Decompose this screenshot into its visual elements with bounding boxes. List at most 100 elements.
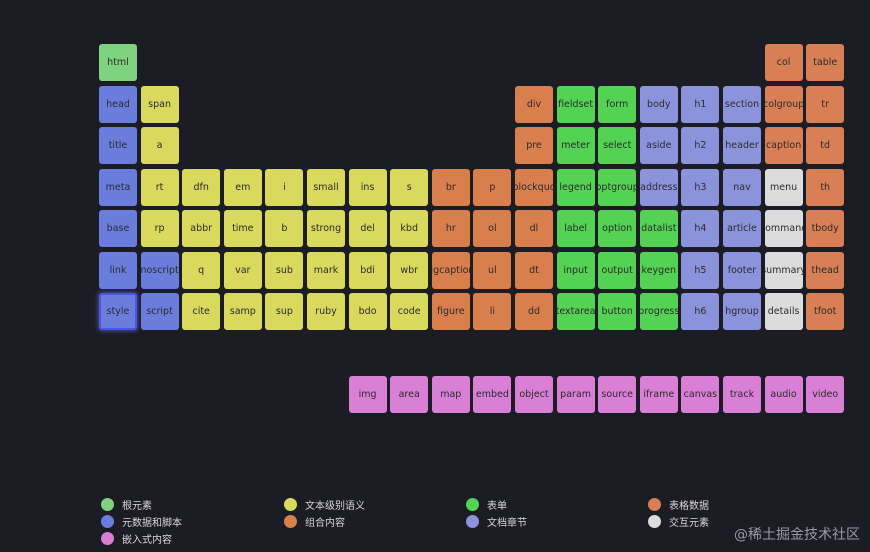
element-tile-ins[interactable]: ins <box>348 168 387 206</box>
element-tile-code[interactable]: code <box>390 293 429 330</box>
element-tile-input[interactable]: input <box>556 251 595 289</box>
element-tile-tbody[interactable]: tbody <box>806 210 845 247</box>
element-tile-tr[interactable]: tr <box>806 85 845 123</box>
element-tile-kbd[interactable]: kbd <box>390 210 429 247</box>
element-tile-img[interactable]: img <box>348 376 387 413</box>
element-tile-strong[interactable]: strong <box>307 210 345 247</box>
element-tile-select[interactable]: select <box>598 127 637 164</box>
element-tile-table[interactable]: table <box>806 44 845 81</box>
element-tile-sub[interactable]: sub <box>265 251 304 289</box>
element-tile-keygen[interactable]: keygen <box>639 251 678 289</box>
element-tile-rt[interactable]: rt <box>140 168 179 206</box>
element-tile-caption[interactable]: caption <box>764 127 803 164</box>
element-tile-track[interactable]: track <box>723 376 761 413</box>
element-tile-form[interactable]: form <box>598 85 637 123</box>
element-tile-blockquo[interactable]: blockquo <box>515 168 553 206</box>
element-tile-link[interactable]: link <box>99 251 137 289</box>
element-tile-textarea[interactable]: textarea <box>556 293 595 330</box>
element-tile-col[interactable]: col <box>764 44 803 81</box>
element-tile-br[interactable]: br <box>431 168 470 206</box>
element-tile-hgroup[interactable]: hgroup <box>723 293 761 330</box>
element-tile-var[interactable]: var <box>223 251 262 289</box>
element-tile-h1[interactable]: h1 <box>681 85 720 123</box>
element-tile-li[interactable]: li <box>473 293 512 330</box>
element-tile-output[interactable]: output <box>598 251 637 289</box>
element-tile-embed[interactable]: embed <box>473 376 512 413</box>
element-tile-meter[interactable]: meter <box>556 127 595 164</box>
element-tile-span[interactable]: span <box>140 85 179 123</box>
element-tile-abbr[interactable]: abbr <box>182 210 221 247</box>
element-tile-ol[interactable]: ol <box>473 210 512 247</box>
element-tile-dfn[interactable]: dfn <box>182 168 221 206</box>
element-tile-source[interactable]: source <box>598 376 637 413</box>
element-tile-q[interactable]: q <box>182 251 221 289</box>
element-tile-h5[interactable]: h5 <box>681 251 720 289</box>
element-tile-section[interactable]: section <box>723 85 761 123</box>
element-tile-object[interactable]: object <box>515 376 553 413</box>
element-tile-option[interactable]: option <box>598 210 637 247</box>
element-tile-ul[interactable]: ul <box>473 251 512 289</box>
element-tile-dd[interactable]: dd <box>515 293 553 330</box>
element-tile-h6[interactable]: h6 <box>681 293 720 330</box>
element-tile-mark[interactable]: mark <box>307 251 345 289</box>
element-tile-colgroup[interactable]: colgroup <box>764 85 803 123</box>
element-tile-param[interactable]: param <box>556 376 595 413</box>
element-tile-html[interactable]: html <box>99 44 137 81</box>
element-tile-map[interactable]: map <box>431 376 470 413</box>
element-tile-summary[interactable]: summary <box>764 251 803 289</box>
element-tile-rp[interactable]: rp <box>140 210 179 247</box>
element-tile-details[interactable]: details <box>764 293 803 330</box>
element-tile-style[interactable]: style <box>99 293 137 330</box>
element-tile-figure[interactable]: figure <box>431 293 470 330</box>
element-tile-meta[interactable]: meta <box>99 168 137 206</box>
element-tile-pre[interactable]: pre <box>515 127 553 164</box>
element-tile-tfoot[interactable]: tfoot <box>806 293 845 330</box>
element-tile-dl[interactable]: dl <box>515 210 553 247</box>
element-tile-audio[interactable]: audio <box>764 376 803 413</box>
element-tile-aside[interactable]: aside <box>639 127 678 164</box>
element-tile-progress[interactable]: progress <box>639 293 678 330</box>
element-tile-div[interactable]: div <box>515 85 553 123</box>
element-tile-ruby[interactable]: ruby <box>307 293 345 330</box>
element-tile-figcaption[interactable]: figcaption <box>431 251 470 289</box>
element-tile-base[interactable]: base <box>99 210 137 247</box>
element-tile-hr[interactable]: hr <box>431 210 470 247</box>
element-tile-th[interactable]: th <box>806 168 845 206</box>
element-tile-del[interactable]: del <box>348 210 387 247</box>
element-tile-s[interactable]: s <box>390 168 429 206</box>
element-tile-menu[interactable]: menu <box>764 168 803 206</box>
element-tile-article[interactable]: article <box>723 210 761 247</box>
element-tile-a[interactable]: a <box>140 127 179 164</box>
element-tile-bdo[interactable]: bdo <box>348 293 387 330</box>
element-tile-header[interactable]: header <box>723 127 761 164</box>
element-tile-cite[interactable]: cite <box>182 293 221 330</box>
element-tile-fieldset[interactable]: fieldset <box>556 85 595 123</box>
element-tile-nav[interactable]: nav <box>723 168 761 206</box>
element-tile-body[interactable]: body <box>639 85 678 123</box>
element-tile-address[interactable]: address <box>639 168 678 206</box>
element-tile-wbr[interactable]: wbr <box>390 251 429 289</box>
element-tile-sup[interactable]: sup <box>265 293 304 330</box>
element-tile-b[interactable]: b <box>265 210 304 247</box>
element-tile-h4[interactable]: h4 <box>681 210 720 247</box>
element-tile-footer[interactable]: footer <box>723 251 761 289</box>
element-tile-iframe[interactable]: iframe <box>639 376 678 413</box>
element-tile-label[interactable]: label <box>556 210 595 247</box>
element-tile-datalist[interactable]: datalist <box>639 210 678 247</box>
element-tile-head[interactable]: head <box>99 85 137 123</box>
element-tile-i[interactable]: i <box>265 168 304 206</box>
element-tile-em[interactable]: em <box>223 168 262 206</box>
element-tile-bdi[interactable]: bdi <box>348 251 387 289</box>
element-tile-h3[interactable]: h3 <box>681 168 720 206</box>
element-tile-thead[interactable]: thead <box>806 251 845 289</box>
element-tile-area[interactable]: area <box>390 376 429 413</box>
element-tile-td[interactable]: td <box>806 127 845 164</box>
element-tile-optgroup[interactable]: optgroup <box>598 168 637 206</box>
element-tile-video[interactable]: video <box>806 376 845 413</box>
element-tile-small[interactable]: small <box>307 168 345 206</box>
element-tile-canvas[interactable]: canvas <box>681 376 720 413</box>
element-tile-p[interactable]: p <box>473 168 512 206</box>
element-tile-noscript[interactable]: noscript <box>140 251 179 289</box>
element-tile-command[interactable]: command <box>764 210 803 247</box>
element-tile-title[interactable]: title <box>99 127 137 164</box>
